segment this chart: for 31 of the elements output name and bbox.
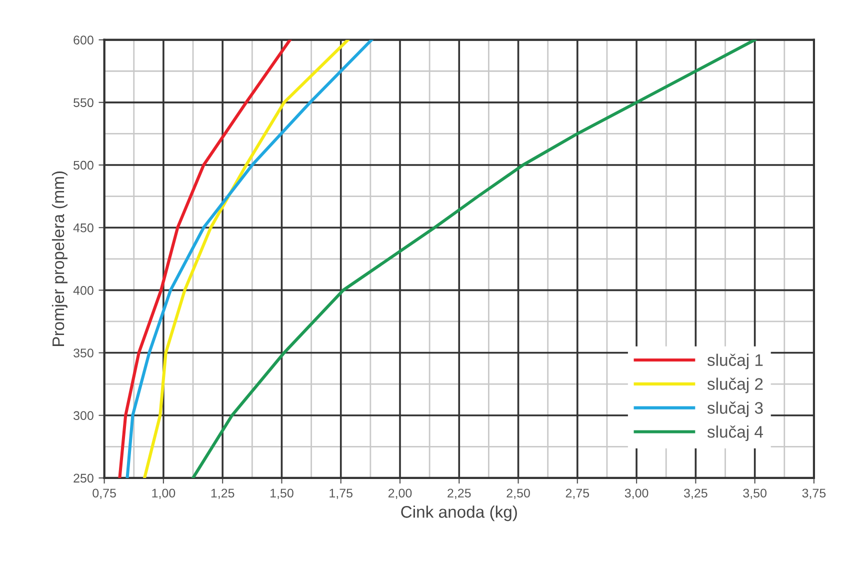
y-axis-title: Promjer propelera (mm): [52, 171, 68, 346]
line-series: [142, 40, 350, 478]
line-series: [118, 40, 292, 478]
x-tick-label: 1,75: [330, 488, 352, 500]
x-tick-label: 1,50: [270, 488, 294, 500]
y-tick-label: 500: [74, 160, 94, 170]
legend-label: slučaj 2: [707, 378, 763, 394]
line-series: [126, 40, 374, 478]
y-tick-label: 300: [74, 411, 94, 420]
x-tick-label: 0,75: [92, 488, 116, 500]
x-tick-label: 1,25: [211, 488, 234, 500]
y-tick-label: 350: [74, 348, 94, 358]
x-axis-title: Cink anoda (kg): [401, 506, 517, 522]
y-tick-label: 550: [74, 98, 94, 108]
x-tick-label: 3,50: [743, 488, 766, 500]
line-series: [191, 40, 756, 478]
y-tick-label: 400: [73, 286, 94, 295]
x-tick-label: 2,25: [448, 488, 471, 500]
legend-label: slučaj 3: [707, 402, 763, 418]
x-tick-label: 3,00: [624, 488, 648, 500]
legend-label: slučaj 4: [707, 425, 763, 442]
x-tick-label: 2,75: [566, 488, 590, 500]
x-tick-label: 2,00: [388, 488, 412, 500]
x-tick-label: 1,00: [152, 488, 176, 500]
y-tick-label: 450: [73, 223, 94, 232]
x-tick-label: 2,50: [506, 488, 530, 500]
legend-label: slučaj 1: [707, 354, 763, 370]
y-tick-label: 250: [74, 474, 94, 483]
y-tick-label: 600: [74, 36, 94, 44]
x-tick-label: 3,25: [684, 488, 708, 500]
x-tick-label: 3,75: [802, 488, 826, 500]
